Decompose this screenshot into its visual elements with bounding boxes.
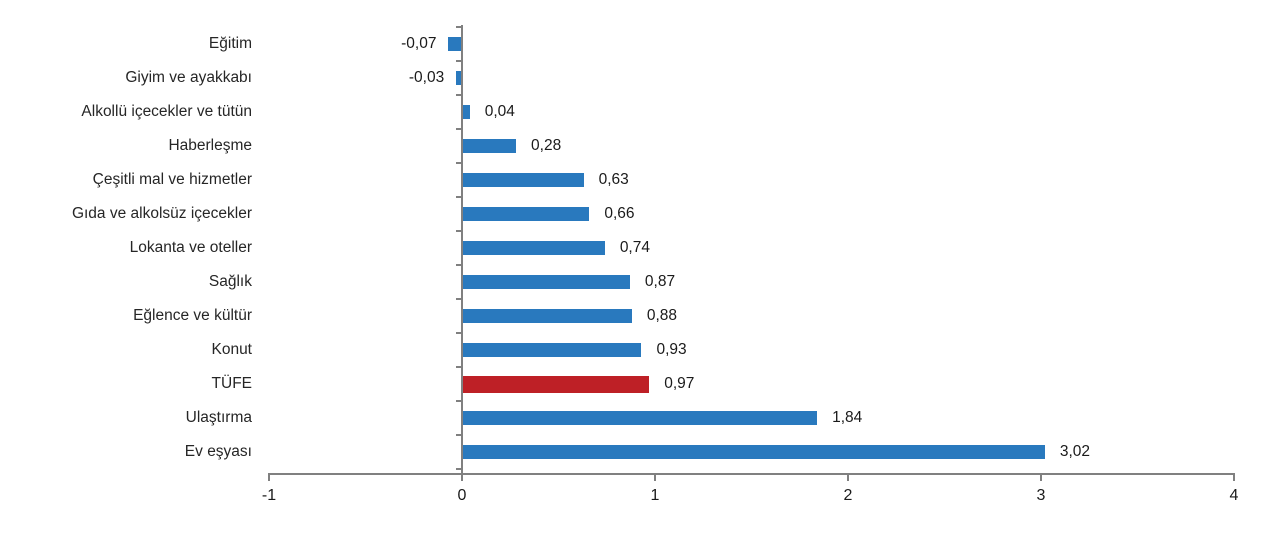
value-label: 1,84 (832, 409, 863, 426)
category-label: Sağlık (208, 273, 252, 290)
category-label: Konut (211, 341, 252, 358)
x-tick-label: 3 (1036, 487, 1046, 504)
y-axis-tick (456, 230, 461, 232)
y-axis-tick (456, 434, 461, 436)
bar (462, 411, 818, 425)
bar (462, 207, 590, 221)
y-axis-tick (456, 94, 461, 96)
x-axis-tick (654, 473, 656, 481)
bar (448, 37, 462, 51)
value-label: -0,07 (401, 35, 437, 52)
x-tick-label: 4 (1229, 487, 1239, 504)
category-label: TÜFE (211, 375, 252, 392)
bar-highlight (462, 375, 650, 393)
value-label: -0,03 (408, 69, 445, 86)
y-axis-tick (456, 298, 461, 300)
value-label: 0,63 (598, 171, 629, 188)
x-tick-label: 1 (650, 487, 660, 504)
y-axis-tick (456, 366, 461, 368)
y-axis-tick (456, 400, 461, 402)
value-label: 0,93 (656, 341, 687, 358)
bar (456, 71, 462, 85)
x-tick-label: -1 (261, 487, 277, 504)
y-axis-tick (456, 196, 461, 198)
y-axis-tick (456, 128, 461, 130)
y-axis-line (461, 25, 463, 478)
y-axis-tick (456, 468, 461, 470)
category-label: Ulaştırma (185, 409, 252, 426)
category-label: Çeşitli mal ve hizmetler (92, 171, 252, 188)
y-axis-tick (456, 26, 461, 28)
x-tick-label: 0 (457, 487, 467, 504)
bar (462, 241, 605, 255)
x-axis-tick (461, 473, 463, 481)
value-label: 0,74 (619, 239, 650, 256)
x-axis-tick (847, 473, 849, 481)
x-axis-tick (268, 473, 270, 481)
x-axis-tick (1040, 473, 1042, 481)
value-label: 3,02 (1059, 443, 1091, 460)
x-axis-tick (1233, 473, 1235, 481)
category-label: Eğlence ve kültür (133, 307, 252, 324)
category-label: Giyim ve ayakkabı (125, 69, 252, 86)
bar (462, 173, 584, 187)
category-label: Lokanta ve oteller (129, 239, 252, 256)
bar (462, 309, 632, 323)
value-label: 0,04 (484, 103, 515, 120)
x-tick-label: 2 (843, 487, 853, 504)
value-label: 0,97 (664, 375, 695, 392)
value-label: 0,28 (531, 137, 562, 154)
bar (462, 105, 470, 119)
bar (462, 275, 630, 289)
bar (462, 445, 1045, 459)
bar (462, 139, 517, 153)
value-label: 0,87 (644, 273, 676, 290)
category-label: Gıda ve alkolsüz içecekler (71, 205, 252, 222)
value-label: 0,88 (646, 307, 677, 324)
y-axis-tick (456, 60, 461, 62)
category-label: Haberleşme (168, 137, 252, 154)
x-axis-line (269, 473, 1234, 475)
category-label: Eğitim (208, 35, 252, 52)
category-label: Alkollü içecekler ve tütün (81, 103, 252, 120)
category-label: Ev eşyası (184, 443, 252, 460)
y-axis-tick (456, 162, 461, 164)
y-axis-tick (456, 264, 461, 266)
value-label: 0,66 (604, 205, 635, 222)
y-axis-tick (456, 332, 461, 334)
bar (462, 343, 642, 357)
